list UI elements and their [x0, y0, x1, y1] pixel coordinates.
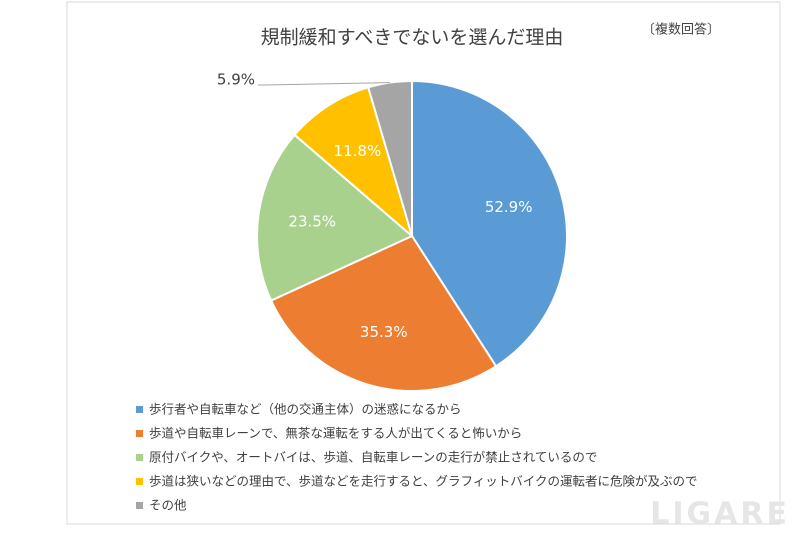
data-label: 23.5%	[288, 212, 336, 230]
data-label: 5.9%	[217, 71, 255, 89]
chart-note: 〔複数回答〕	[642, 22, 720, 38]
data-label: 35.3%	[360, 323, 408, 341]
watermark: LIGARE	[650, 497, 790, 532]
legend-swatch	[136, 478, 143, 485]
legend-swatch	[136, 406, 143, 413]
legend-label: その他	[149, 498, 187, 513]
legend-label: 歩行者や自転車など（他の交通主体）の迷惑になるから	[149, 402, 462, 417]
legend-swatch	[136, 430, 143, 437]
pie-slice	[269, 234, 498, 392]
pie-slice	[366, 79, 413, 237]
legend-swatch	[136, 454, 143, 461]
chart-title: 規制緩和すべきでないを選んだ理由	[261, 27, 564, 49]
pie-slice	[293, 86, 414, 239]
legend-label: 歩道や自転車レーンで、無茶な運転をする人が出てくると怖いから	[149, 426, 522, 441]
leader-line	[258, 82, 390, 86]
legend-swatch	[136, 502, 143, 509]
data-label: 11.8%	[334, 142, 382, 160]
pie-slice	[256, 133, 414, 302]
legend-label: 歩道は狭いなどの理由で、歩道などを走行すると、グラフィットバイクの運転者に危険が…	[149, 474, 698, 489]
legend-label: 原付バイクや、オートバイは、歩道、自転車レーンの走行が禁止されているので	[149, 450, 597, 465]
data-label: 52.9%	[485, 198, 533, 216]
